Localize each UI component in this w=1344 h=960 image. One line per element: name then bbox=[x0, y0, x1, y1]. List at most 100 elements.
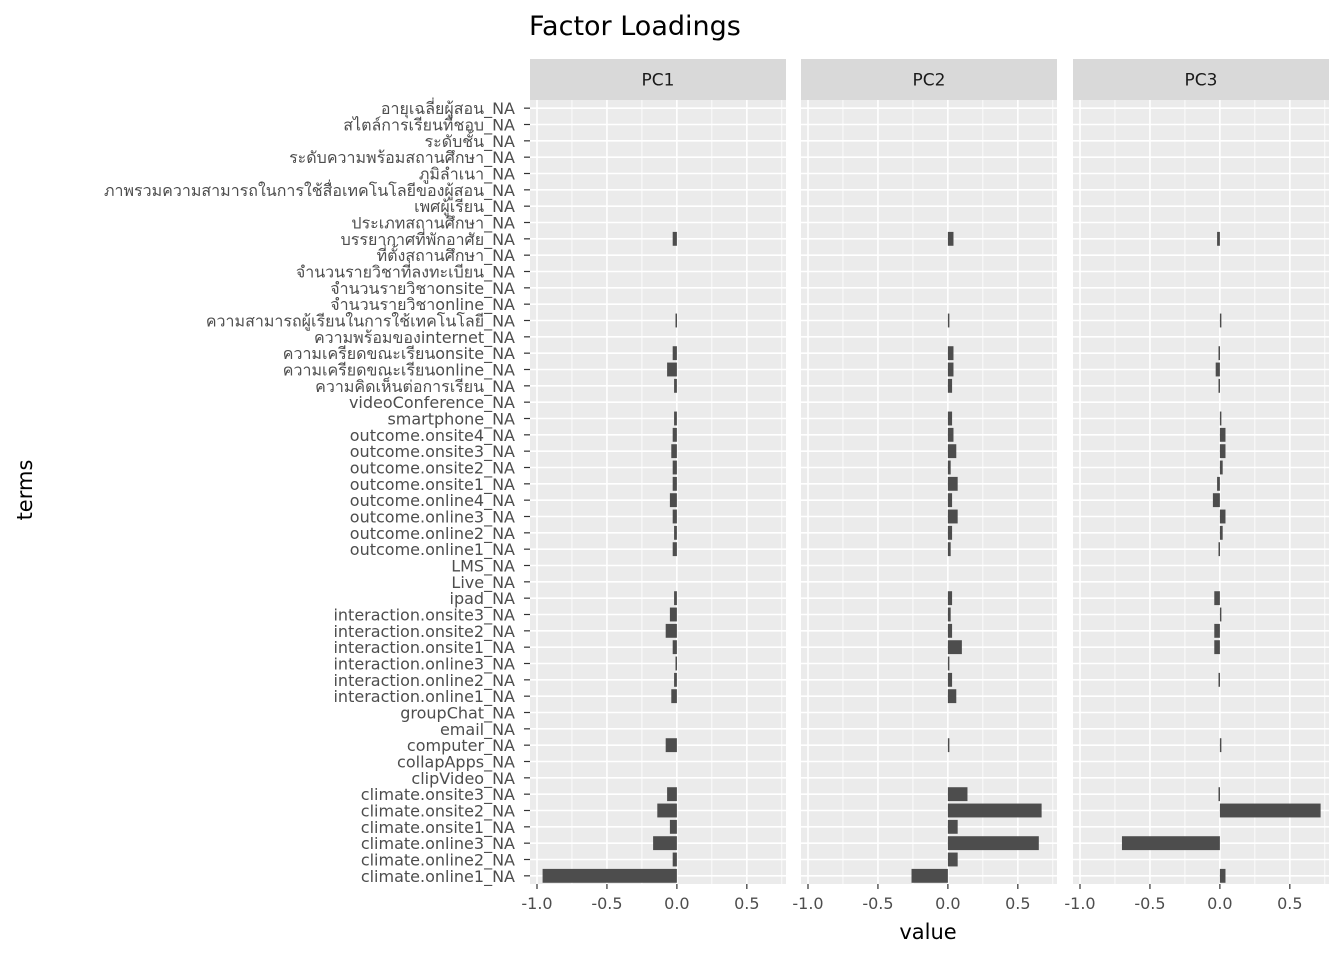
bar-pc2 bbox=[947, 623, 953, 638]
bar-pc1 bbox=[665, 738, 677, 753]
y-tick-label: ความเครียดขณะเรียนonline_NA bbox=[283, 361, 515, 381]
bar-pc3 bbox=[1219, 411, 1222, 426]
x-tick-label: -1.0 bbox=[792, 894, 823, 913]
y-tick-label: climate.online3_NA bbox=[361, 834, 515, 854]
bar-pc2 bbox=[947, 346, 954, 361]
y-tick-label: ความสามารถผู้เรียนในการใช้เทคโนโลยี_NA bbox=[206, 312, 515, 332]
panel-background bbox=[801, 100, 1057, 884]
chart-title: Factor Loadings bbox=[529, 11, 741, 42]
y-tick-label: ภาพรวมความสามารถในการใช้สื่อเทคโนโลยีของ… bbox=[104, 179, 515, 201]
bar-pc1 bbox=[657, 803, 677, 818]
bar-pc2 bbox=[947, 411, 953, 426]
panel-pc1: PC1 -1.0 -0.5 0.0 0.5 bbox=[521, 59, 786, 913]
x-tick-label: 0.0 bbox=[1207, 894, 1232, 913]
bar-pc3 bbox=[1214, 623, 1220, 638]
bar-pc3 bbox=[1218, 346, 1220, 361]
bar-pc1 bbox=[674, 378, 677, 393]
x-tick-label: -0.5 bbox=[862, 894, 893, 913]
bar-pc2 bbox=[947, 493, 953, 508]
panel-background bbox=[1073, 100, 1329, 884]
y-tick-label: LMS_NA bbox=[451, 557, 515, 577]
bar-pc2 bbox=[947, 542, 951, 557]
bar-pc1 bbox=[671, 689, 677, 704]
bar-pc3 bbox=[1219, 427, 1226, 442]
bar-pc3 bbox=[1218, 787, 1220, 802]
bar-pc1 bbox=[675, 313, 677, 328]
bar-pc2 bbox=[947, 525, 953, 540]
bar-pc1 bbox=[674, 525, 677, 540]
bar-pc1 bbox=[672, 460, 677, 475]
bar-pc1 bbox=[674, 591, 677, 606]
y-tick-label: ประเภทสถานศึกษา_NA bbox=[351, 214, 515, 234]
y-tick-label: outcome.online4_NA bbox=[350, 491, 515, 511]
y-tick-label: groupChat_NA bbox=[400, 704, 515, 724]
bar-pc2 bbox=[947, 313, 950, 328]
panel-background bbox=[530, 100, 786, 884]
panel-pc3: PC3 -1.0 -0.5 0.0 0.5 bbox=[1064, 59, 1329, 913]
bar-pc3 bbox=[1219, 509, 1226, 524]
bar-pc3 bbox=[1218, 378, 1220, 393]
y-tick-label: เพศผู้เรียน_NA bbox=[414, 197, 515, 217]
facet-strip bbox=[1073, 59, 1329, 100]
bar-pc2 bbox=[947, 852, 958, 867]
y-tick-label: ที่ตั้งสถานศึกษา_NA bbox=[377, 244, 515, 266]
bar-pc1 bbox=[653, 836, 677, 851]
y-tick-label: outcome.onsite3_NA bbox=[350, 442, 515, 462]
y-tick-label: จำนวนรายวิชาonsite_NA bbox=[330, 279, 515, 299]
facet-panels: PC1 -1.0 -0.5 0.0 0.5 PC2 -1.0 -0.5 0.0 0.5 PC3 -1.… bbox=[521, 59, 1329, 913]
bar-pc1 bbox=[669, 819, 677, 834]
bar-pc1 bbox=[675, 656, 677, 671]
y-tick-label: อายุเฉลี่ยผู้สอน_NA bbox=[381, 97, 515, 119]
y-axis-title: terms bbox=[13, 460, 37, 521]
y-tick-label: outcome.onsite2_NA bbox=[350, 459, 515, 479]
bar-pc3 bbox=[1219, 868, 1226, 883]
bar-pc2 bbox=[947, 689, 957, 704]
x-tick-label: -0.5 bbox=[1134, 894, 1165, 913]
y-tick-label: videoConference_NA bbox=[349, 393, 515, 413]
y-tick-label: outcome.online2_NA bbox=[350, 524, 515, 544]
facet-strip bbox=[801, 59, 1057, 100]
bar-pc3 bbox=[1215, 362, 1220, 377]
y-tick-label: interaction.onsite2_NA bbox=[333, 622, 515, 642]
y-tick-label: outcome.onsite4_NA bbox=[350, 426, 515, 446]
panel-pc2: PC2 -1.0 -0.5 0.0 0.5 bbox=[792, 59, 1057, 913]
bar-pc1 bbox=[672, 542, 677, 557]
bar-pc3 bbox=[1219, 803, 1321, 818]
y-tick-label: จำนวนรายวิชาonline_NA bbox=[330, 295, 515, 315]
bar-pc3 bbox=[1219, 313, 1222, 328]
bar-pc2 bbox=[911, 868, 948, 883]
x-tick-label: 0.0 bbox=[935, 894, 960, 913]
x-tick-label: -1.0 bbox=[521, 894, 552, 913]
bar-pc2 bbox=[947, 738, 950, 753]
bar-pc3 bbox=[1121, 836, 1220, 851]
x-axis-title: value bbox=[899, 920, 956, 944]
bar-pc2 bbox=[947, 803, 1042, 818]
bar-pc3 bbox=[1219, 607, 1222, 622]
y-tick-label: ipad_NA bbox=[450, 589, 516, 609]
bar-pc1 bbox=[671, 444, 677, 459]
bar-pc3 bbox=[1214, 591, 1220, 606]
y-tick-label: collapApps_NA bbox=[397, 753, 515, 773]
bar-pc1 bbox=[667, 787, 677, 802]
y-tick-label: ภูมิลำเนา_NA bbox=[419, 165, 515, 185]
bar-pc3 bbox=[1217, 476, 1220, 491]
y-tick-label: clipVideo_NA bbox=[411, 769, 515, 789]
y-tick-label: สไตล์การเรียนที่ชอบ_NA bbox=[343, 114, 515, 136]
bar-pc2 bbox=[947, 591, 953, 606]
x-tick-label: 0.0 bbox=[664, 894, 689, 913]
y-tick-label: ความคิดเห็นต่อการเรียน_NA bbox=[315, 376, 515, 397]
y-tick-label: บรรยากาศที่พักอาศัย_NA bbox=[341, 228, 515, 250]
bar-pc1 bbox=[672, 509, 677, 524]
bar-pc1 bbox=[667, 362, 677, 377]
facet-strip bbox=[530, 59, 786, 100]
x-tick-label: 0.5 bbox=[1005, 894, 1030, 913]
bar-pc1 bbox=[669, 607, 677, 622]
y-tick-label: ความเครียดขณะเรียนonsite_NA bbox=[283, 344, 515, 364]
y-tick-label: smartphone_NA bbox=[387, 410, 515, 430]
bar-pc3 bbox=[1219, 460, 1223, 475]
bar-pc1 bbox=[542, 868, 677, 883]
bar-pc2 bbox=[947, 836, 1039, 851]
bar-pc3 bbox=[1214, 640, 1220, 655]
y-tick-label: outcome.online3_NA bbox=[350, 508, 515, 528]
